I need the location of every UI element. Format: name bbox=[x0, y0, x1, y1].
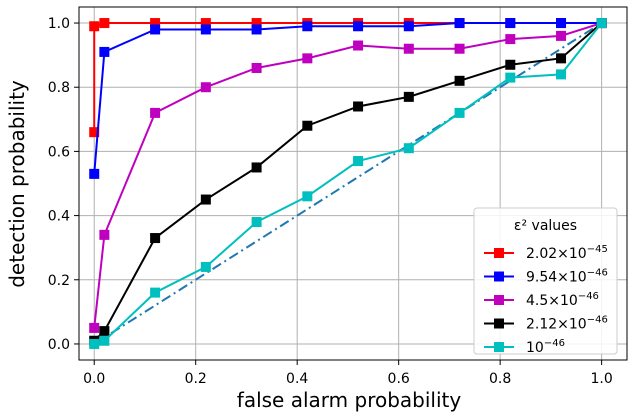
data-point bbox=[454, 18, 465, 29]
data-point bbox=[556, 30, 567, 41]
legend-marker bbox=[494, 318, 504, 329]
data-point bbox=[251, 24, 262, 35]
y-tick-label: 1.0 bbox=[48, 16, 70, 32]
series-layer bbox=[89, 18, 607, 349]
series-line bbox=[93, 22, 602, 174]
series-0 bbox=[89, 18, 607, 138]
x-tick-label: 0.6 bbox=[388, 371, 410, 387]
y-tick-label: 0.4 bbox=[48, 209, 70, 225]
data-point bbox=[403, 43, 414, 54]
data-point bbox=[403, 91, 414, 102]
y-tick-label: 0.8 bbox=[48, 80, 70, 96]
data-point bbox=[505, 72, 516, 83]
data-point bbox=[200, 82, 211, 93]
legend-entry: 10−46 bbox=[484, 338, 565, 356]
data-point bbox=[200, 18, 211, 29]
data-point bbox=[200, 194, 211, 205]
series-line bbox=[93, 22, 603, 345]
data-point bbox=[403, 143, 414, 154]
legend-marker bbox=[494, 271, 504, 282]
data-point bbox=[251, 217, 262, 228]
data-point bbox=[89, 322, 100, 333]
data-point bbox=[150, 233, 161, 244]
data-point bbox=[556, 53, 567, 64]
data-point bbox=[251, 62, 262, 73]
legend-box bbox=[473, 207, 618, 355]
data-point bbox=[99, 18, 110, 29]
legend-title: ε² values bbox=[514, 218, 577, 234]
data-point bbox=[505, 34, 516, 45]
y-tick-label: 0.2 bbox=[48, 273, 70, 289]
legend-label: 4.5×10−46 bbox=[526, 291, 599, 309]
data-point bbox=[505, 59, 516, 70]
data-point bbox=[353, 156, 364, 167]
legend-label: 2.12×10−46 bbox=[526, 315, 608, 333]
data-point bbox=[89, 21, 100, 32]
data-point bbox=[353, 101, 364, 112]
x-tick-label: 0.8 bbox=[489, 371, 511, 387]
data-point bbox=[89, 168, 100, 179]
series-line bbox=[93, 22, 603, 342]
x-axis-label: false alarm probability bbox=[237, 388, 462, 412]
series-1 bbox=[89, 18, 607, 179]
legend-marker bbox=[494, 248, 504, 258]
y-tick-label: 0.6 bbox=[48, 144, 70, 160]
legend-entry: 2.12×10−46 bbox=[484, 315, 608, 333]
x-tick-label: 0.0 bbox=[83, 371, 105, 387]
legend-entry: 4.5×10−46 bbox=[484, 291, 599, 309]
data-point bbox=[251, 162, 262, 173]
plot-frame bbox=[78, 6, 628, 361]
legend-entry: 2.02×10−45 bbox=[484, 244, 608, 262]
data-point bbox=[150, 287, 161, 298]
data-point bbox=[353, 21, 364, 32]
data-point bbox=[302, 120, 313, 131]
data-point bbox=[454, 43, 465, 54]
series-2 bbox=[89, 18, 607, 333]
x-tick-label: 1.0 bbox=[590, 371, 612, 387]
data-point bbox=[302, 21, 313, 32]
data-point bbox=[99, 46, 110, 57]
data-point bbox=[200, 24, 211, 35]
data-point bbox=[150, 24, 161, 35]
data-point bbox=[302, 53, 313, 64]
data-point bbox=[556, 69, 567, 80]
data-point bbox=[302, 191, 313, 202]
series-line bbox=[93, 22, 602, 329]
data-point bbox=[454, 75, 465, 86]
legend-label: 2.02×10−45 bbox=[526, 244, 608, 262]
data-point bbox=[403, 21, 414, 32]
data-point bbox=[353, 40, 364, 51]
data-point bbox=[505, 18, 516, 29]
data-point bbox=[556, 18, 567, 29]
legend-marker bbox=[494, 342, 504, 352]
data-point bbox=[200, 261, 211, 272]
series-4 bbox=[89, 18, 607, 349]
y-axis-label: detection probability bbox=[5, 80, 29, 288]
x-tick-label: 0.2 bbox=[185, 371, 207, 387]
data-point bbox=[150, 18, 161, 29]
data-point bbox=[454, 107, 465, 118]
legend-entry: 9.54×10−46 bbox=[484, 268, 608, 286]
legend: ε² values 2.02×10−45 9.54×10−46 4.5×10−46 2.… bbox=[473, 207, 618, 356]
data-point bbox=[251, 18, 262, 29]
data-point bbox=[89, 127, 100, 138]
x-tick-label: 0.4 bbox=[286, 371, 308, 387]
tick-layer: 0.0 0.2 0.4 0.6 0.8 1.0 0.0 0.2 0.4 0.6 0.8 1.0 bbox=[48, 16, 613, 387]
data-point bbox=[99, 229, 110, 240]
data-point bbox=[99, 335, 110, 346]
data-point bbox=[150, 107, 161, 118]
legend-label: 10−46 bbox=[526, 338, 565, 356]
y-tick-label: 0.0 bbox=[48, 337, 70, 353]
data-point bbox=[89, 338, 100, 349]
legend-marker bbox=[494, 295, 504, 305]
legend-label: 9.54×10−46 bbox=[526, 268, 608, 286]
data-point bbox=[596, 18, 607, 29]
data-point bbox=[99, 326, 110, 337]
